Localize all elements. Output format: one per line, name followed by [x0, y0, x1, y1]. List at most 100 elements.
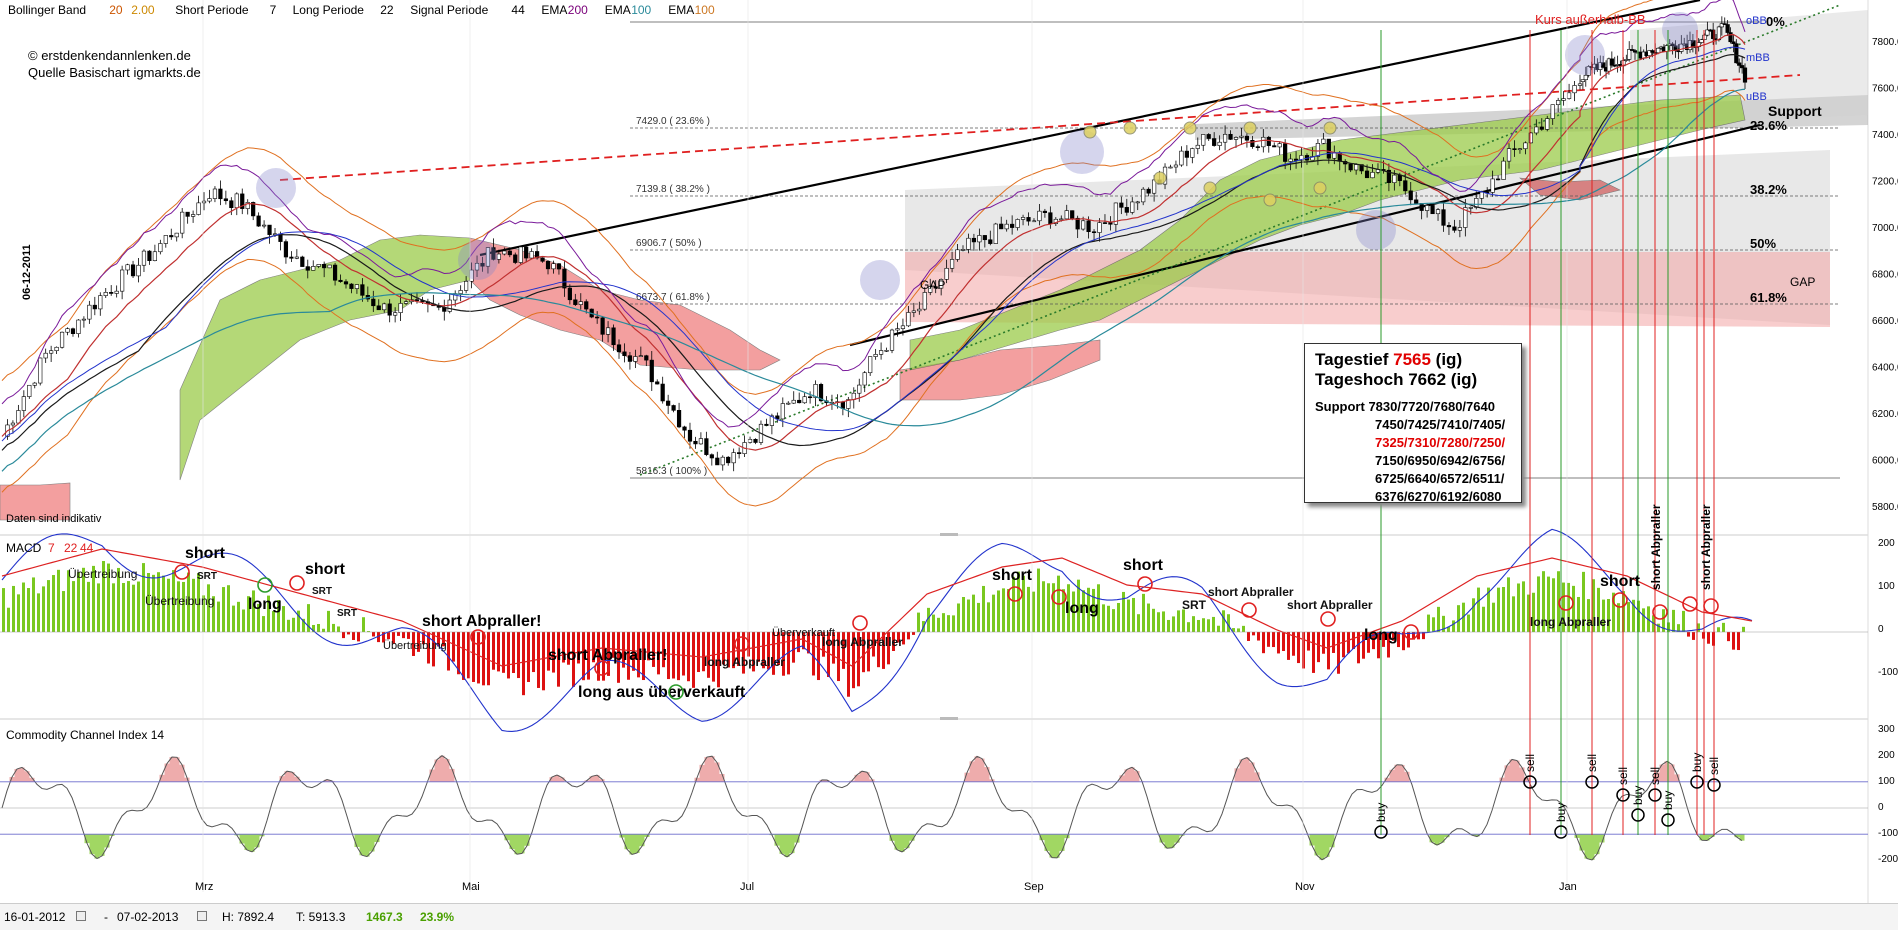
date-picker-icon[interactable]	[193, 910, 207, 924]
cci-oversold	[365, 834, 370, 856]
macd-bar	[972, 595, 975, 632]
macd-bar	[42, 586, 45, 632]
highlight-circle	[1356, 210, 1396, 250]
support-red-tail: /	[1502, 435, 1506, 450]
macd-param: 44	[80, 541, 94, 555]
macd-bar	[1742, 627, 1745, 632]
macd-bar	[1102, 604, 1105, 632]
candle-body	[950, 259, 954, 268]
candle-body	[1524, 143, 1528, 149]
cci-overbought	[975, 756, 980, 781]
candle-body	[98, 296, 102, 309]
fib-pct: 38.2%	[1750, 182, 1787, 197]
gap-label: GAP	[1790, 275, 1815, 289]
candle-body	[1316, 143, 1320, 156]
macd-bar	[512, 632, 515, 673]
macd-bar	[1322, 632, 1325, 654]
candle-body	[459, 290, 463, 293]
macd-bar	[387, 632, 390, 639]
candle-body	[1092, 232, 1096, 233]
macd-bar	[227, 585, 230, 632]
candle-body	[377, 306, 381, 310]
candle-body	[104, 292, 108, 295]
candle-body	[169, 235, 173, 236]
cci-oversold	[1580, 834, 1585, 850]
candle-body	[677, 410, 681, 427]
cci-overbought	[705, 757, 710, 782]
macd-bar	[1347, 632, 1350, 653]
candle-body	[382, 304, 386, 310]
candle-body	[683, 427, 687, 430]
macd-bar	[332, 624, 335, 632]
highlight-circle	[1662, 12, 1698, 48]
macd-bar	[1472, 598, 1475, 632]
candle-body	[333, 265, 337, 280]
candle-body	[22, 397, 26, 411]
candle-body	[1414, 200, 1418, 203]
date-label: 06-12-2011	[21, 244, 33, 300]
macd-bar	[1192, 616, 1195, 632]
macd-bar	[217, 602, 220, 632]
candle-body	[1130, 202, 1134, 212]
candle-body	[803, 397, 807, 403]
candle-body	[137, 265, 141, 276]
cci-oversold	[95, 834, 100, 858]
cci-oversold	[1060, 834, 1065, 851]
date-to[interactable]: 07-02-2013	[117, 910, 178, 924]
macd-bar	[242, 610, 245, 632]
candle-body	[617, 345, 621, 352]
macd-bar	[1037, 569, 1040, 632]
macd-bar	[57, 570, 60, 632]
indicator-name: EMA	[668, 3, 694, 17]
candle-body	[1726, 25, 1730, 33]
candle-body	[1070, 211, 1074, 219]
gap-label: GAP	[920, 278, 945, 292]
macd-annotation: SRT	[1182, 598, 1207, 612]
macd-bar	[462, 632, 465, 680]
candle-body	[1507, 149, 1511, 161]
macd-bar	[1302, 632, 1305, 668]
cci-oversold	[105, 834, 110, 847]
candle-body	[1256, 147, 1260, 148]
splitter-handle[interactable]	[940, 717, 958, 720]
candle-body	[524, 247, 528, 258]
macd-bar	[87, 582, 90, 632]
ubb-label: uBB	[1746, 91, 1767, 103]
splitter-handle[interactable]	[940, 533, 958, 536]
price-tick: 7400.0	[1872, 130, 1898, 141]
macd-bar	[97, 583, 100, 632]
indicator-param: 100	[695, 3, 715, 17]
macd-bar	[912, 632, 915, 635]
candle-body	[694, 441, 698, 444]
candle-body	[808, 397, 812, 398]
candle-body	[508, 251, 512, 255]
candle-body	[1038, 211, 1042, 221]
cci-overbought	[700, 765, 705, 782]
macd-annotation: short Abpraller	[1699, 504, 1713, 590]
macd-bar	[32, 577, 35, 632]
pivot-dot	[1204, 182, 1216, 194]
macd-bar	[1282, 632, 1285, 651]
pivot-dot	[1184, 122, 1196, 134]
candle-body	[93, 305, 97, 309]
macd-bar	[1482, 607, 1485, 632]
signal-label: sell	[1648, 767, 1662, 785]
date-picker-icon[interactable]	[72, 910, 86, 924]
candle-body	[1354, 165, 1358, 170]
candle-body	[1049, 213, 1053, 224]
signal-label: buy	[1374, 803, 1388, 822]
candle-body	[350, 284, 354, 289]
cci-overbought	[1510, 759, 1515, 781]
macd-bar	[1177, 610, 1180, 632]
candle-body	[754, 439, 758, 442]
macd-bar	[1467, 615, 1470, 632]
signal-label: buy	[1554, 803, 1568, 822]
candle-body	[595, 317, 599, 318]
date-from[interactable]: 16-01-2012	[4, 910, 65, 924]
candle-body	[180, 212, 184, 233]
candle-body	[503, 251, 507, 254]
macd-bar	[1507, 577, 1510, 632]
candle-body	[634, 357, 638, 362]
macd-bar	[222, 587, 225, 632]
signal-label: sell	[1585, 754, 1599, 772]
